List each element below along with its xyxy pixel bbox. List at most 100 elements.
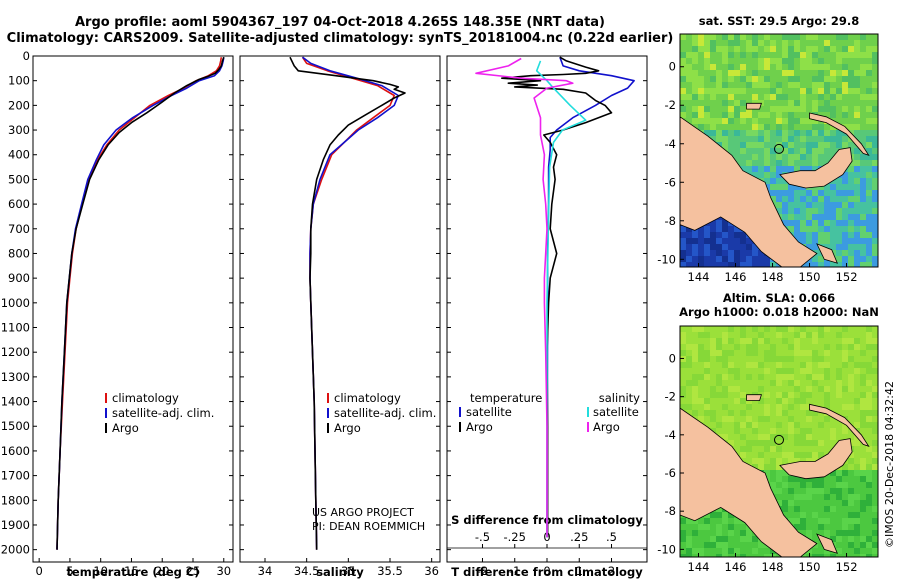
sla-map-cell bbox=[704, 356, 710, 362]
sst-map-cell bbox=[854, 262, 860, 267]
sst-map-cell bbox=[746, 34, 752, 40]
sst-map-cell bbox=[686, 112, 692, 118]
sla-map-cell bbox=[722, 332, 728, 338]
sla-map-y-tick-label: -8 bbox=[665, 504, 676, 518]
sla-map-cell bbox=[782, 446, 788, 452]
sla-map-cell bbox=[752, 410, 758, 416]
temperature-profile-frame bbox=[32, 55, 234, 563]
sla-map-cell bbox=[854, 470, 860, 476]
sst-map-x-tick-label: 146 bbox=[725, 270, 747, 284]
sla-map-cell bbox=[704, 338, 710, 344]
sst-map-cell bbox=[716, 244, 722, 250]
sla-map-cell bbox=[692, 386, 698, 392]
sst-map-cell bbox=[866, 238, 872, 244]
sla-map-cell bbox=[830, 368, 836, 374]
sla-map-cell bbox=[728, 374, 734, 380]
sla-map-cell bbox=[806, 554, 812, 557]
sla-map-cell bbox=[716, 326, 722, 332]
sst-map-cell bbox=[704, 88, 710, 94]
sst-map-cell bbox=[776, 190, 782, 196]
sst-map-cell bbox=[866, 76, 872, 82]
sst-map-cell bbox=[806, 58, 812, 64]
sla-map-cell bbox=[836, 380, 842, 386]
sst-map-cell bbox=[818, 34, 824, 40]
sst-map-cell bbox=[872, 40, 878, 46]
sst-map-cell bbox=[824, 34, 830, 40]
sla-map-cell bbox=[830, 422, 836, 428]
sla-map-cell bbox=[866, 386, 872, 392]
sla-map-cell bbox=[806, 530, 812, 536]
sla-map-cell bbox=[716, 380, 722, 386]
sla-map-cell bbox=[806, 548, 812, 554]
sla-map-cell bbox=[836, 554, 842, 557]
sla-map-cell bbox=[680, 392, 686, 398]
sst-map-cell bbox=[728, 64, 734, 70]
sst-map-cell bbox=[806, 202, 812, 208]
sst-map-cell bbox=[728, 82, 734, 88]
sst-map-cell bbox=[788, 136, 794, 142]
sst-map-cell bbox=[806, 244, 812, 250]
depth-tick-label: 900 bbox=[8, 271, 30, 285]
sla-map-cell bbox=[800, 554, 806, 557]
sla-map-cell bbox=[776, 440, 782, 446]
sla-map-cell bbox=[764, 548, 770, 554]
sla-map-cell bbox=[806, 416, 812, 422]
sst-map-cell bbox=[866, 52, 872, 58]
sla-map-cell bbox=[800, 446, 806, 452]
sst-map-cell bbox=[728, 262, 734, 267]
sst-map-cell bbox=[746, 124, 752, 130]
salinity-x-tick-label: 35.5 bbox=[377, 564, 403, 578]
sla-map-cell bbox=[860, 350, 866, 356]
sla-map-cell bbox=[824, 392, 830, 398]
sst-map-cell bbox=[764, 262, 770, 267]
sla-map-cell bbox=[716, 428, 722, 434]
sla-map-cell bbox=[788, 452, 794, 458]
sst-map-cell bbox=[740, 106, 746, 112]
sst-map-cell bbox=[854, 70, 860, 76]
sst-map-cell bbox=[758, 40, 764, 46]
sst-map-cell bbox=[806, 166, 812, 172]
sla-map-cell bbox=[746, 446, 752, 452]
sst-map-cell bbox=[836, 40, 842, 46]
sst-map-cell bbox=[746, 244, 752, 250]
sst-map-x-tick-label: 148 bbox=[762, 270, 784, 284]
sst-map-cell bbox=[824, 244, 830, 250]
sla-map-cell bbox=[860, 374, 866, 380]
sst-map-cell bbox=[686, 70, 692, 76]
sla-map-cell bbox=[818, 434, 824, 440]
sst-map-cell bbox=[794, 154, 800, 160]
sst-map-cell bbox=[722, 82, 728, 88]
sst-map-cell bbox=[692, 40, 698, 46]
sla-map-cell bbox=[812, 332, 818, 338]
sla-map-cell bbox=[740, 548, 746, 554]
sla-map-cell bbox=[860, 488, 866, 494]
sla-map-cell bbox=[866, 476, 872, 482]
sst-map-cell bbox=[740, 112, 746, 118]
sst-map-cell bbox=[860, 196, 866, 202]
sst-map-cell bbox=[728, 52, 734, 58]
sla-map-cell bbox=[848, 410, 854, 416]
sla-map-cell bbox=[800, 494, 806, 500]
sla-map-cell bbox=[794, 524, 800, 530]
sst-map-cell bbox=[740, 136, 746, 142]
sla-map-cell bbox=[710, 374, 716, 380]
sst-map-cell bbox=[758, 142, 764, 148]
sst-map-cell bbox=[710, 70, 716, 76]
sst-map-cell bbox=[722, 232, 728, 238]
sst-map-cell bbox=[818, 124, 824, 130]
sst-map-cell bbox=[680, 112, 686, 118]
sla-map-cell bbox=[764, 344, 770, 350]
sst-map-cell bbox=[866, 34, 872, 40]
sst-map-cell bbox=[770, 148, 776, 154]
sst-map-cell bbox=[812, 100, 818, 106]
sla-map-cell bbox=[740, 530, 746, 536]
sst-map-cell bbox=[788, 76, 794, 82]
sst-map-cell bbox=[836, 76, 842, 82]
sst-map-cell bbox=[692, 238, 698, 244]
sst-map-cell bbox=[692, 34, 698, 40]
sst-map-cell bbox=[866, 88, 872, 94]
sst-map-cell bbox=[848, 196, 854, 202]
sst-map-cell bbox=[818, 214, 824, 220]
sla-map-cell bbox=[746, 536, 752, 542]
sst-map-cell bbox=[776, 148, 782, 154]
